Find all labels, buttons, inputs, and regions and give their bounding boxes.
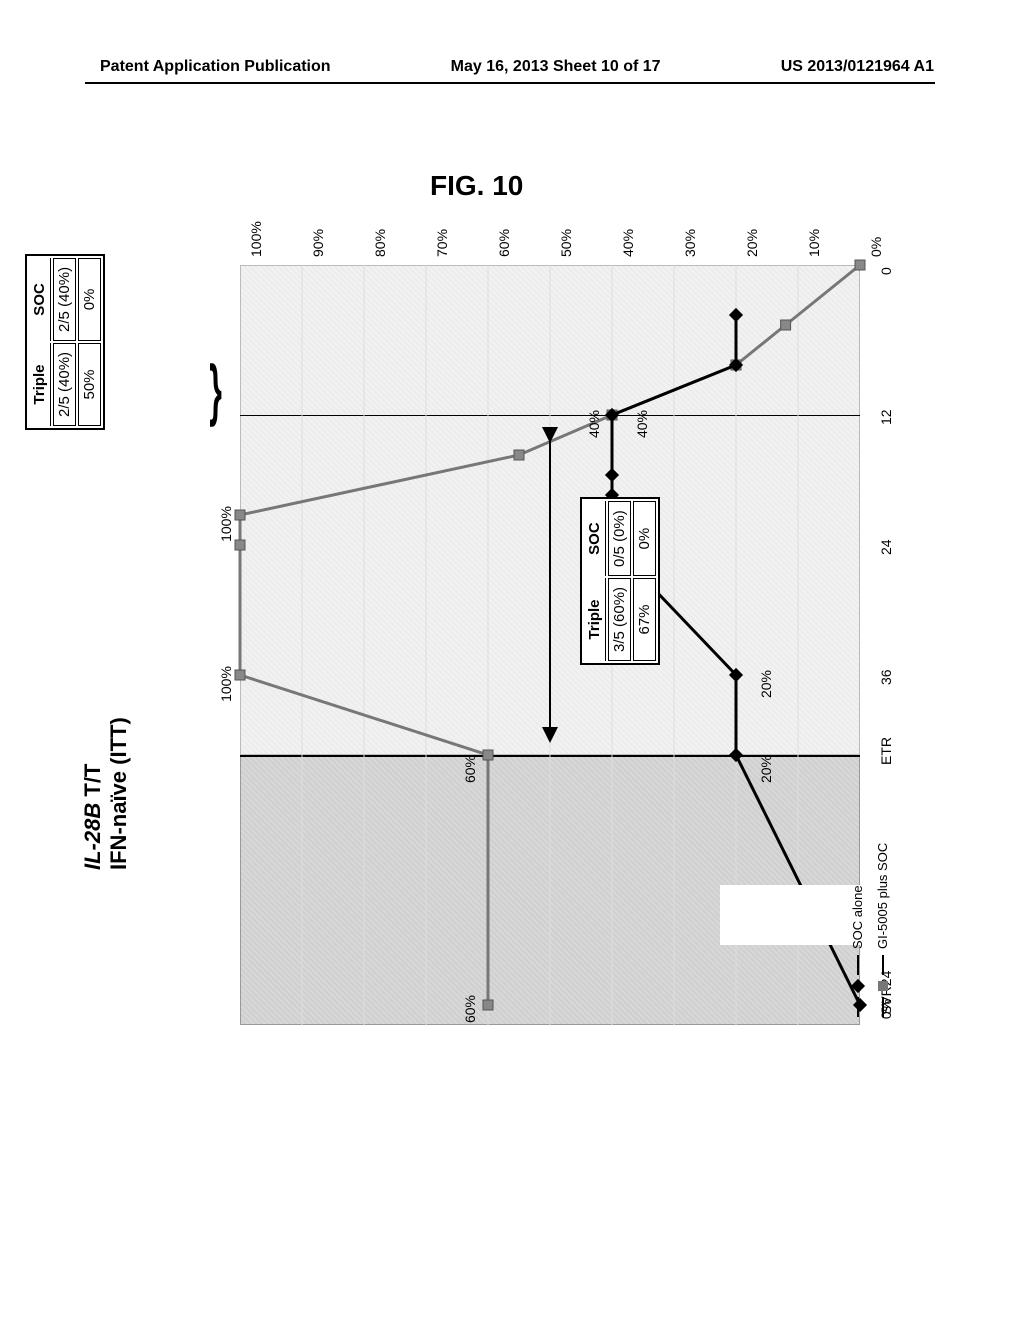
x-tick-label: 36 bbox=[878, 669, 894, 685]
data-point-label: 20% bbox=[758, 755, 774, 783]
data-point-label: 40% bbox=[634, 410, 650, 438]
td: 3/5 (60%) bbox=[608, 578, 631, 661]
y-tick-label: 60% bbox=[496, 229, 512, 257]
legend-label: SOC alone bbox=[850, 885, 865, 949]
header-center: May 16, 2013 Sheet 10 of 17 bbox=[451, 58, 661, 76]
y-tick-label: 10% bbox=[806, 229, 822, 257]
subtitle-line1: IL-28B T/T bbox=[80, 717, 106, 870]
y-tick-label: 20% bbox=[744, 229, 760, 257]
legend: GI-5005 plus SOC SOC alone bbox=[720, 885, 880, 945]
y-tick-label: 80% bbox=[372, 229, 388, 257]
legend-label: GI-5005 plus SOC bbox=[875, 843, 890, 949]
td: 0/5 (0%) bbox=[608, 501, 631, 576]
y-tick-label: 70% bbox=[434, 229, 450, 257]
td: 0% bbox=[78, 258, 101, 341]
data-point-label: 60% bbox=[462, 995, 478, 1023]
data-point-label: 60% bbox=[462, 755, 478, 783]
square-marker-icon bbox=[878, 981, 888, 991]
y-tick-label: 0% bbox=[868, 237, 884, 257]
data-point-label: 100% bbox=[218, 506, 234, 542]
data-point-label: 20% bbox=[758, 670, 774, 698]
th-triple: Triple bbox=[29, 343, 51, 426]
th-soc: SOC bbox=[29, 258, 51, 341]
chart-subtitle: IL-28B T/T IFN-naïve (ITT) bbox=[80, 717, 132, 870]
y-tick-label: 90% bbox=[310, 229, 326, 257]
y-tick-label: 30% bbox=[682, 229, 698, 257]
th-soc: SOC bbox=[584, 501, 606, 576]
data-point-label: 40% bbox=[586, 410, 602, 438]
page-header: Patent Application Publication May 16, 2… bbox=[0, 58, 1024, 76]
figure-label: FIG. 10 bbox=[430, 170, 523, 202]
td: 0% bbox=[633, 501, 656, 576]
x-tick-label: 24 bbox=[878, 539, 894, 555]
inset-table-center: Triple SOC 3/5 (60%) 0/5 (0%) 67% 0% bbox=[580, 497, 660, 665]
inset-table-bottom: Triple SOC 2/5 (40%) 2/5 (40%) 50% 0% bbox=[25, 254, 105, 430]
header-left: Patent Application Publication bbox=[100, 58, 331, 76]
plot-area: 100%90%80%70%60%50%40%30%20%10%0% 012243… bbox=[240, 265, 860, 1025]
legend-item-soc: SOC alone bbox=[850, 885, 865, 1017]
y-tick-label: 40% bbox=[620, 229, 636, 257]
diamond-marker-icon bbox=[850, 979, 864, 993]
td: 50% bbox=[78, 343, 101, 426]
x-tick-label: 0 bbox=[878, 267, 894, 275]
td: 2/5 (40%) bbox=[53, 258, 76, 341]
td: 67% bbox=[633, 578, 656, 661]
header-right: US 2013/0121964 A1 bbox=[781, 58, 934, 76]
header-rule bbox=[85, 82, 935, 84]
chart-region: IL-28B T/T IFN-naïve (ITT) bbox=[120, 230, 910, 1130]
subtitle-line2: IFN-naïve (ITT) bbox=[106, 717, 132, 870]
th-triple: Triple bbox=[584, 578, 606, 661]
brace-icon: ⏟ bbox=[160, 362, 219, 428]
data-point-label: 100% bbox=[218, 666, 234, 702]
y-tick-label: 100% bbox=[248, 221, 264, 257]
x-tick-label: ETR bbox=[878, 737, 894, 765]
y-tick-label: 50% bbox=[558, 229, 574, 257]
td: 2/5 (40%) bbox=[53, 343, 76, 426]
legend-item-triple: GI-5005 plus SOC bbox=[875, 843, 890, 1017]
x-tick-label: 12 bbox=[878, 409, 894, 425]
